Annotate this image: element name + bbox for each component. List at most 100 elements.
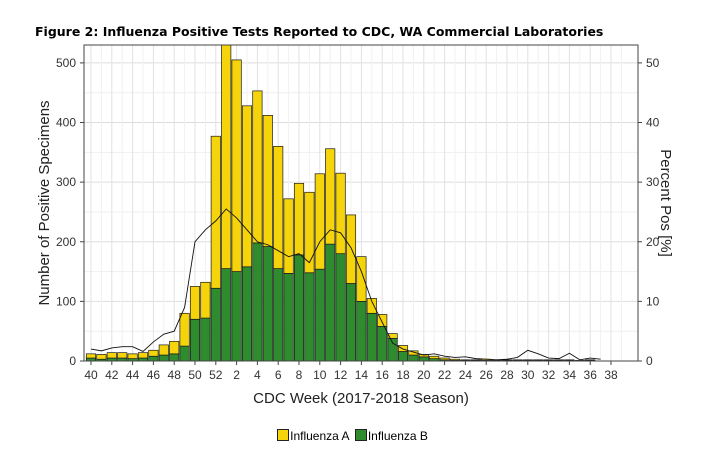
x-tick-label: 28	[500, 368, 514, 382]
percent-positive-line	[90, 208, 601, 361]
y-axis-label: Number of Positive Specimens	[36, 100, 53, 305]
bar-influenza-a	[449, 358, 461, 361]
x-tick-label: 12	[334, 368, 348, 382]
legend-item-a: Influenza A	[277, 429, 350, 443]
bar-influenza-a	[387, 333, 398, 339]
bar-influenza-a	[210, 135, 221, 289]
bar-influenza-a	[397, 345, 409, 352]
bar-influenza-b	[325, 243, 336, 362]
x-tick-label: 4	[254, 368, 261, 382]
bar-influenza-a	[252, 90, 263, 244]
bar-influenza-a	[262, 115, 273, 247]
y2-axis-ticks: 0 10 20 30 40 50	[638, 56, 660, 368]
bar-influenza-a	[512, 359, 523, 361]
x-tick-label: 8	[296, 368, 303, 382]
x-tick-label: 22	[438, 368, 452, 382]
bar-influenza-b	[210, 287, 221, 362]
x-tick-label: 38	[604, 368, 618, 382]
bar-influenza-b	[221, 268, 232, 362]
bar-influenza-b	[387, 337, 398, 362]
bar-influenza-b	[408, 354, 419, 362]
y2-tick-label: 20	[646, 235, 660, 249]
x-tick-label: 14	[355, 368, 369, 382]
bar-influenza-a	[273, 146, 284, 269]
x-tick-label: 42	[105, 368, 119, 382]
y2-tick-label: 10	[646, 294, 660, 308]
legend-label-b: Influenza B	[367, 429, 428, 443]
bar-influenza-a	[325, 148, 336, 245]
legend-label-a: Influenza A	[290, 429, 350, 443]
x-axis-label: CDC Week (2017-2018 Season)	[253, 390, 469, 407]
bar-influenza-a	[241, 105, 253, 268]
bar-influenza-b	[252, 242, 263, 362]
x-tick-label: 20	[417, 368, 431, 382]
x-tick-label: 16	[376, 368, 390, 382]
bar-influenza-b	[189, 318, 201, 362]
bar-influenza-b	[356, 301, 367, 362]
bar-influenza-a	[366, 298, 377, 314]
x-tick-label: 10	[313, 368, 327, 382]
bar-influenza-b	[231, 271, 242, 362]
x-tick-label: 24	[459, 368, 473, 382]
bar-influenza-b	[262, 246, 273, 362]
bar-influenza-a	[293, 182, 305, 256]
bar-influenza-b	[241, 266, 253, 362]
y2-axis-label: Percent Pos [%]	[657, 149, 674, 257]
bar-influenza-a	[189, 286, 201, 320]
bar-influenza-b	[304, 272, 315, 362]
x-tick-label: 50	[188, 368, 202, 382]
bar-influenza-a	[522, 359, 533, 361]
bar-influenza-b	[200, 317, 211, 362]
bar-influenza-b	[397, 351, 409, 362]
y2-tick-label: 30	[646, 175, 660, 189]
x-tick-label: 46	[147, 368, 161, 382]
bar-influenza-a	[179, 312, 190, 347]
bar-influenza-b	[418, 356, 429, 362]
x-tick-label: 6	[275, 368, 282, 382]
bar-influenza-a	[553, 359, 565, 361]
bar-influenza-a	[85, 353, 97, 359]
y2-tick-label: 50	[646, 56, 660, 70]
legend-item-b: Influenza B	[354, 429, 428, 443]
bar-influenza-b	[273, 268, 284, 362]
y2-tick-label: 40	[646, 116, 660, 130]
x-tick-label: 40	[84, 368, 98, 382]
y-tick-label: 0	[69, 354, 76, 368]
bar-influenza-b	[169, 353, 180, 362]
y-tick-label: 100	[56, 294, 76, 308]
legend: Influenza A Influenza B	[0, 429, 705, 443]
bar-influenza-a	[200, 281, 211, 319]
bar-influenza-a	[127, 353, 138, 359]
bar-influenza-a	[169, 340, 180, 355]
bar-influenza-a	[148, 349, 159, 357]
bar-influenza-b	[179, 345, 190, 362]
legend-swatch-b	[354, 429, 367, 441]
bar-influenza-a	[221, 44, 232, 269]
x-tick-label: 32	[542, 368, 556, 382]
bar-influenza-a	[377, 314, 388, 327]
bar-influenza-b	[148, 355, 159, 362]
y-tick-label: 400	[56, 116, 76, 130]
bar-influenza-b	[366, 312, 377, 362]
x-axis-ticks: 40 42 44 46 48 50 52 2 4 6 8 10 12 14 16 18 20 22 24 26 28 30…	[84, 361, 618, 382]
legend-swatch-a	[277, 429, 290, 441]
chart-title: Figure 2: Influenza Positive Tests Repor…	[35, 24, 604, 39]
bar-influenza-a	[356, 256, 367, 302]
bar-influenza-b	[377, 326, 388, 362]
bar-influenza-a	[335, 172, 346, 255]
bar-influenza-a	[564, 359, 575, 361]
bar-influenza-b	[345, 283, 357, 362]
bar-influenza-a	[585, 359, 596, 361]
bar-influenza-a	[470, 359, 481, 361]
y-axis-ticks: 0 100 200 300 400 500	[56, 56, 84, 368]
bar-influenza-a	[304, 191, 315, 274]
bar-influenza-b	[314, 268, 325, 362]
bar-influenza-a	[283, 198, 294, 274]
bar-influenza-a	[439, 357, 450, 361]
bar-influenza-a	[501, 359, 513, 361]
x-tick-label: 30	[521, 368, 535, 382]
x-tick-label: 26	[480, 368, 494, 382]
bar-influenza-a	[96, 354, 107, 360]
bar-influenza-a	[158, 344, 169, 356]
